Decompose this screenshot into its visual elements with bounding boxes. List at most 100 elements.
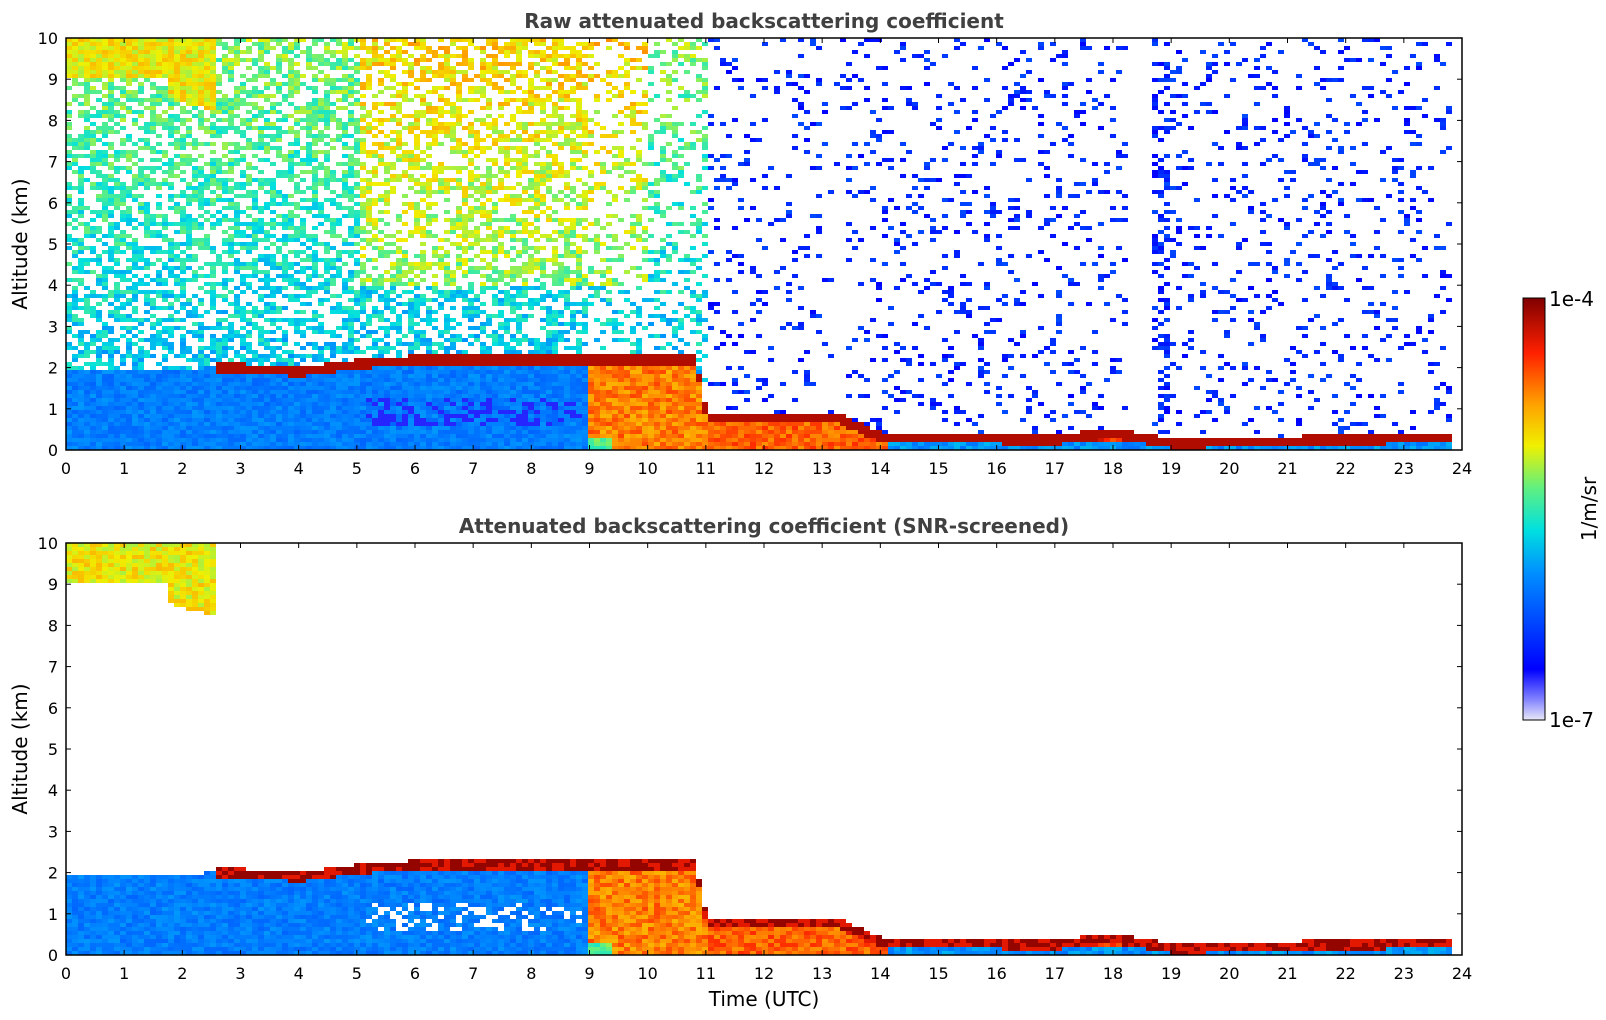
heatmap-cell: [354, 98, 360, 102]
heatmap-cell: [96, 226, 102, 230]
heatmap-cell: [312, 54, 318, 58]
heatmap-cell: [78, 418, 84, 422]
heatmap-cell: [174, 282, 180, 286]
heatmap-cell: [180, 326, 186, 330]
heatmap-cell: [390, 298, 396, 302]
heatmap-cell: [216, 362, 222, 366]
heatmap-cell: [390, 62, 396, 66]
heatmap-cell: [150, 370, 156, 374]
heatmap-cell: [396, 414, 402, 418]
heatmap-cell: [342, 318, 348, 322]
heatmap-cell: [150, 38, 156, 42]
heatmap-cell: [108, 254, 114, 258]
heatmap-cell: [498, 70, 504, 74]
heatmap-cell: [414, 86, 420, 90]
heatmap-cell: [414, 218, 420, 222]
heatmap-cell: [414, 386, 420, 390]
heatmap-cell: [198, 222, 204, 226]
heatmap-cell: [180, 206, 186, 210]
heatmap-cell: [168, 98, 174, 102]
heatmap-cell: [138, 398, 144, 402]
heatmap-cell: [330, 418, 336, 422]
heatmap-cell: [294, 278, 300, 282]
heatmap-cell: [324, 270, 330, 274]
heatmap-cell: [264, 294, 270, 298]
heatmap-cell: [318, 54, 324, 58]
heatmap-cell: [222, 410, 228, 414]
heatmap-cell: [306, 162, 312, 166]
heatmap-cell: [360, 438, 366, 442]
heatmap-cell: [474, 86, 480, 90]
heatmap-cell: [186, 330, 192, 334]
heatmap-cell: [84, 178, 90, 182]
heatmap-cell: [78, 114, 84, 118]
heatmap-cell: [480, 358, 486, 362]
heatmap-cell: [126, 138, 132, 142]
heatmap-cell: [120, 186, 126, 190]
heatmap-cell: [408, 342, 414, 346]
heatmap-cell: [270, 350, 276, 354]
heatmap-cell: [324, 430, 330, 434]
heatmap-cell: [114, 186, 120, 190]
heatmap-cell: [66, 194, 72, 198]
heatmap-cell: [144, 394, 150, 398]
heatmap-cell: [288, 202, 294, 206]
heatmap-cell: [240, 374, 246, 378]
heatmap-cell: [414, 398, 420, 402]
heatmap-cell: [114, 130, 120, 134]
heatmap-cell: [66, 346, 72, 350]
heatmap-cell: [234, 126, 240, 130]
heatmap-cell: [378, 438, 384, 442]
heatmap-cell: [426, 146, 432, 150]
heatmap-cell: [426, 338, 432, 342]
heatmap-cell: [108, 214, 114, 218]
heatmap-cell: [372, 418, 378, 422]
heatmap-cell: [150, 386, 156, 390]
heatmap-cell: [474, 446, 480, 450]
heatmap-cell: [480, 362, 486, 366]
heatmap-cell: [378, 358, 384, 362]
heatmap-cell: [162, 218, 168, 222]
heatmap-cell: [408, 54, 414, 58]
heatmap-cell: [252, 398, 258, 402]
heatmap-cell: [114, 86, 120, 90]
heatmap-cell: [372, 446, 378, 450]
heatmap-cell: [306, 318, 312, 322]
heatmap-cell: [114, 306, 120, 310]
heatmap-cell: [264, 230, 270, 234]
heatmap-cell: [204, 310, 210, 314]
heatmap-cell: [480, 250, 486, 254]
heatmap-cell: [270, 426, 276, 430]
heatmap-cell: [414, 382, 420, 386]
heatmap-cell: [312, 254, 318, 258]
heatmap-cell: [264, 302, 270, 306]
heatmap-cell: [72, 186, 78, 190]
heatmap-cell: [228, 362, 234, 366]
heatmap-cell: [222, 42, 228, 46]
heatmap-cell: [348, 174, 354, 178]
heatmap-cell: [216, 346, 222, 350]
heatmap-cell: [66, 406, 72, 410]
heatmap-cell: [468, 386, 474, 390]
heatmap-cell: [474, 298, 480, 302]
heatmap-cell: [474, 142, 480, 146]
heatmap-cell: [282, 362, 288, 366]
heatmap-cell: [384, 146, 390, 150]
heatmap-cell: [378, 294, 384, 298]
heatmap-cell: [294, 294, 300, 298]
heatmap-cell: [432, 170, 438, 174]
heatmap-cell: [354, 374, 360, 378]
heatmap-cell: [144, 106, 150, 110]
heatmap-cell: [378, 118, 384, 122]
heatmap-cell: [228, 334, 234, 338]
heatmap-cell: [408, 174, 414, 178]
heatmap-cell: [210, 394, 216, 398]
heatmap-cell: [300, 162, 306, 166]
heatmap-cell: [234, 218, 240, 222]
heatmap-cell: [390, 422, 396, 426]
heatmap-cell: [234, 226, 240, 230]
heatmap-cell: [222, 66, 228, 70]
heatmap-cell: [294, 430, 300, 434]
heatmap-cell: [264, 98, 270, 102]
heatmap-cell: [162, 318, 168, 322]
